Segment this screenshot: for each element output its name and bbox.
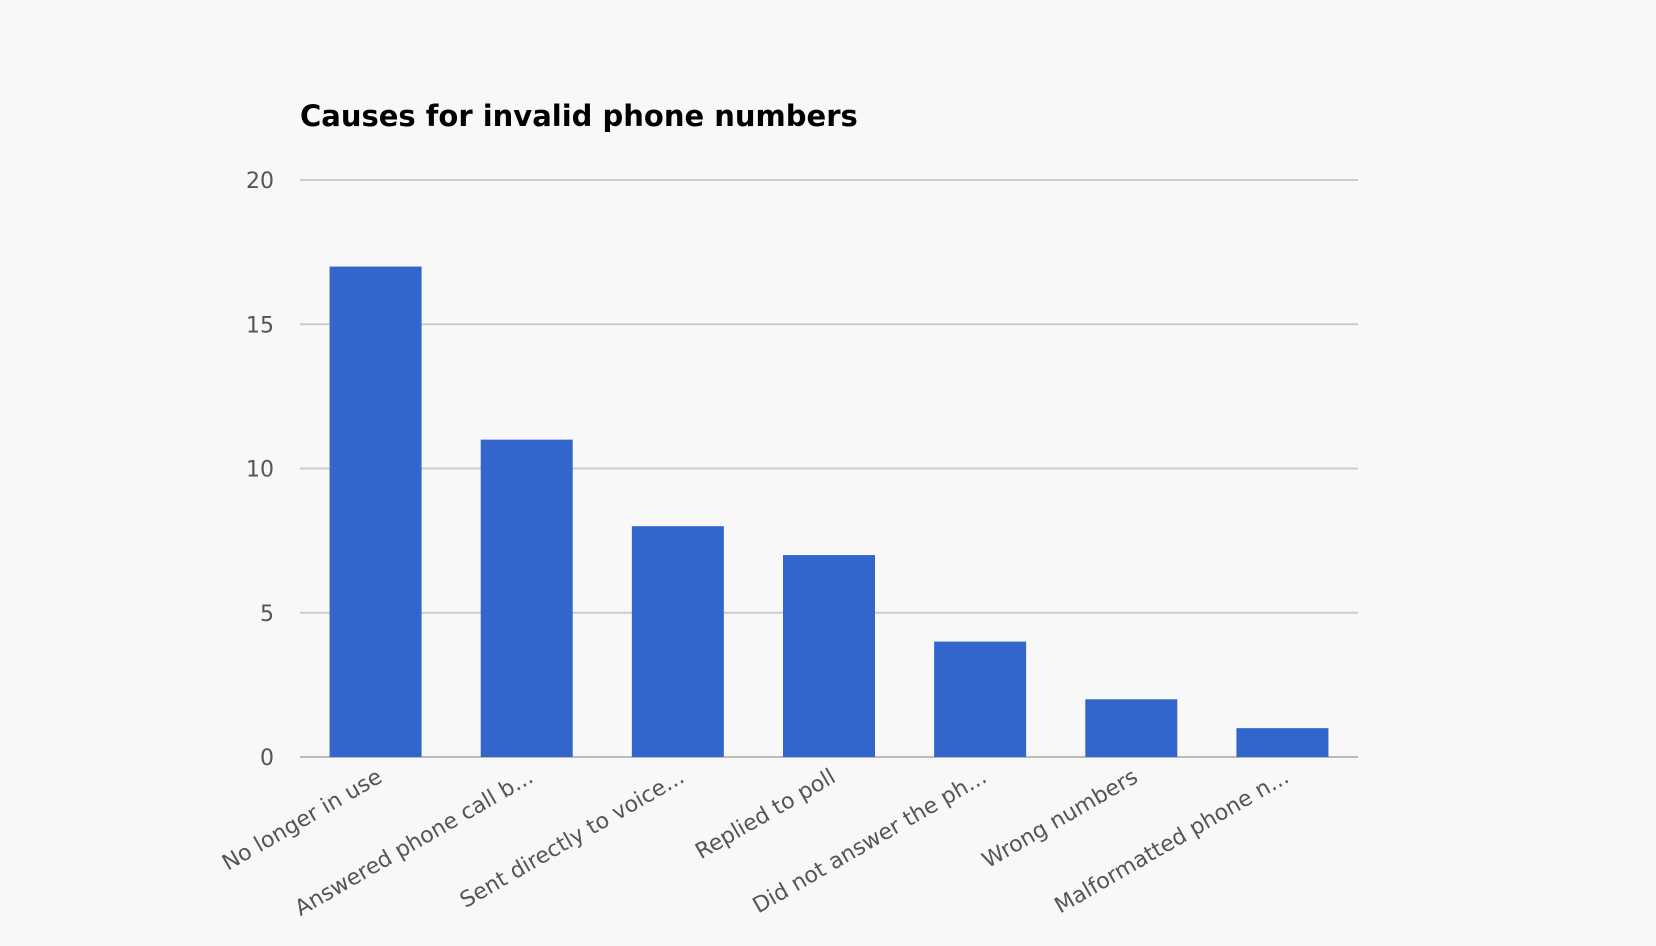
bar	[631, 526, 724, 757]
y-tick-label: 10	[246, 458, 274, 483]
y-tick-label: 15	[246, 313, 274, 338]
bars	[329, 266, 1329, 757]
y-tick-label: 0	[260, 746, 274, 771]
y-tick-label: 5	[260, 602, 274, 627]
x-tick-label: Wrong numbers	[978, 765, 1142, 874]
bar	[934, 641, 1027, 757]
chart-title: Causes for invalid phone numbers	[300, 99, 858, 133]
y-tick-label: 20	[246, 169, 274, 194]
bar	[1085, 699, 1178, 757]
y-axis-ticks: 0 5 10 15 20	[246, 169, 274, 771]
bar	[783, 555, 875, 757]
bar	[480, 439, 573, 757]
x-tick-label: Malformatted phone n...	[1051, 765, 1294, 920]
bar	[1236, 728, 1329, 757]
bar	[329, 266, 422, 757]
x-tick-label: Replied to poll	[691, 765, 840, 865]
x-tick-label: Answered phone call b...	[291, 765, 538, 922]
x-tick-label: Did not answer the ph...	[749, 765, 991, 919]
gridlines	[300, 179, 1358, 758]
